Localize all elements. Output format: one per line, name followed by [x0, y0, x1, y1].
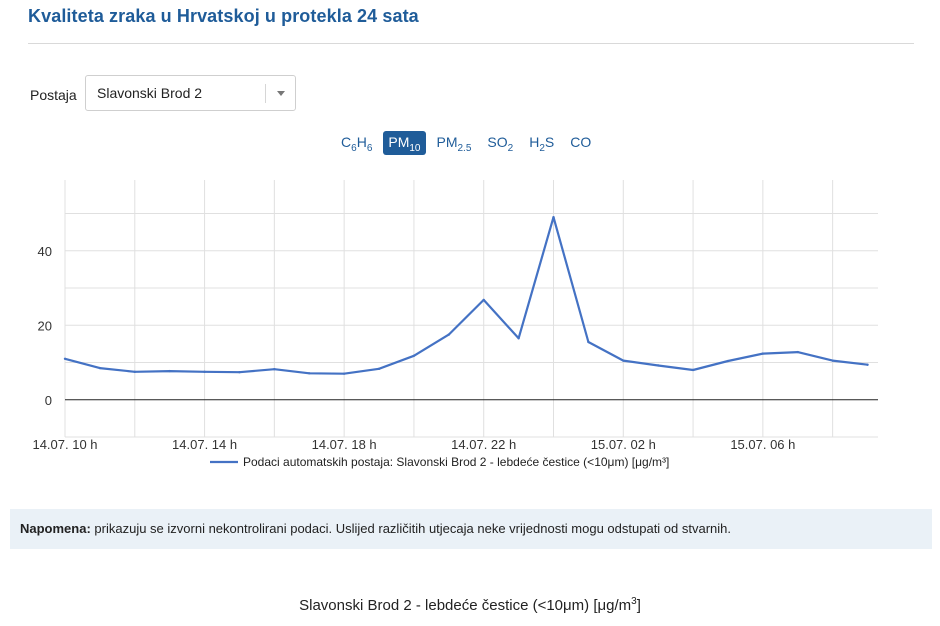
x-tick-label: 14.07. 18 h: [312, 437, 377, 452]
data-point: [412, 354, 416, 358]
page-title: Kvaliteta zraka u Hrvatskoj u protekla 2…: [28, 6, 419, 26]
data-point: [622, 359, 625, 362]
line-chart: 0 20 40 14.07. 10 h 14.07. 14 h 14.07. 18 h 14…: [32, 180, 878, 469]
tab-label-part: CO: [570, 134, 592, 150]
x-tick-label: 15.07. 06 h: [730, 437, 795, 452]
tab-label-part: 6: [351, 142, 357, 154]
data-point: [63, 357, 67, 360]
y-tick-label: 40: [38, 244, 52, 259]
subtitle-end: ]: [636, 597, 641, 614]
tab-pm25[interactable]: PM2.5: [432, 131, 477, 155]
tab-co[interactable]: CO: [565, 131, 596, 155]
data-point: [273, 368, 276, 371]
legend-label: Podaci automatskih postaja: Slavonski Br…: [243, 455, 669, 469]
data-point: [866, 363, 869, 366]
note-text: prikazuju se izvorni nekontrolirani poda…: [90, 521, 732, 536]
data-point: [726, 359, 730, 363]
data-point: [656, 364, 660, 367]
data-point: [587, 340, 590, 344]
data-point: [133, 370, 136, 374]
chart-subtitle: Slavonski Brod 2 - lebdeće čestice (<10μ…: [0, 596, 940, 614]
tab-label-part: SO: [487, 134, 508, 150]
y-tick-label: 20: [38, 318, 52, 333]
station-select[interactable]: Slavonski Brod 2: [85, 75, 296, 111]
x-tick-label: 14.07. 22 h: [451, 437, 516, 452]
x-tick-label: 14.07. 10 h: [32, 437, 97, 452]
data-point: [342, 372, 346, 375]
data-point: [377, 367, 381, 371]
tab-label-part: C: [341, 134, 352, 150]
note-label: Napomena:: [20, 521, 91, 536]
station-select-value: Slavonski Brod 2: [97, 85, 203, 101]
data-point: [238, 370, 241, 374]
data-point: [761, 352, 765, 355]
tab-c6h6[interactable]: C6H6: [336, 131, 377, 155]
data-point: [203, 370, 206, 374]
tab-label-part: H: [356, 134, 367, 150]
tab-so2[interactable]: SO2: [482, 131, 518, 155]
chevron-down-icon[interactable]: [277, 91, 285, 96]
series-line: [64, 216, 868, 375]
data-point: [168, 369, 171, 373]
tab-label-part: PM: [388, 134, 410, 150]
pollutant-tabs: C6H6 PM10 PM2.5 SO2 H2S CO: [336, 131, 596, 155]
tab-label-part: PM: [436, 134, 458, 150]
data-point: [552, 216, 555, 219]
data-point: [831, 359, 834, 362]
tab-label-part: 2: [507, 142, 514, 154]
data-point: [796, 350, 799, 354]
data-point: [517, 337, 520, 340]
title-divider: [28, 43, 914, 44]
x-tick-label: 15.07. 02 h: [591, 437, 656, 452]
select-separator: [265, 84, 266, 103]
data-point: [98, 366, 102, 370]
x-tick-label: 14.07. 14 h: [172, 437, 237, 452]
data-point: [691, 368, 695, 372]
y-tick-label: 0: [45, 393, 52, 408]
data-point: [308, 372, 311, 375]
data-point: [447, 333, 451, 336]
data-point: [482, 298, 485, 302]
note-banner: Napomena: prikazuju se izvorni nekontrol…: [10, 509, 932, 549]
tab-h2s[interactable]: H2S: [524, 131, 559, 155]
tab-label-part: 2.5: [457, 142, 472, 154]
tab-label-part: 2: [539, 142, 545, 154]
subtitle-sup: 3: [631, 596, 637, 607]
subtitle-text: Slavonski Brod 2 - lebdeće čestice (<10μ…: [299, 597, 632, 614]
tab-label-part: H: [529, 134, 540, 150]
tab-label-part: 10: [409, 142, 421, 154]
tab-pm10[interactable]: PM10: [383, 131, 426, 155]
station-label: Postaja: [30, 87, 77, 103]
tab-label-part: S: [544, 134, 555, 150]
tab-label-part: 6: [366, 142, 373, 154]
